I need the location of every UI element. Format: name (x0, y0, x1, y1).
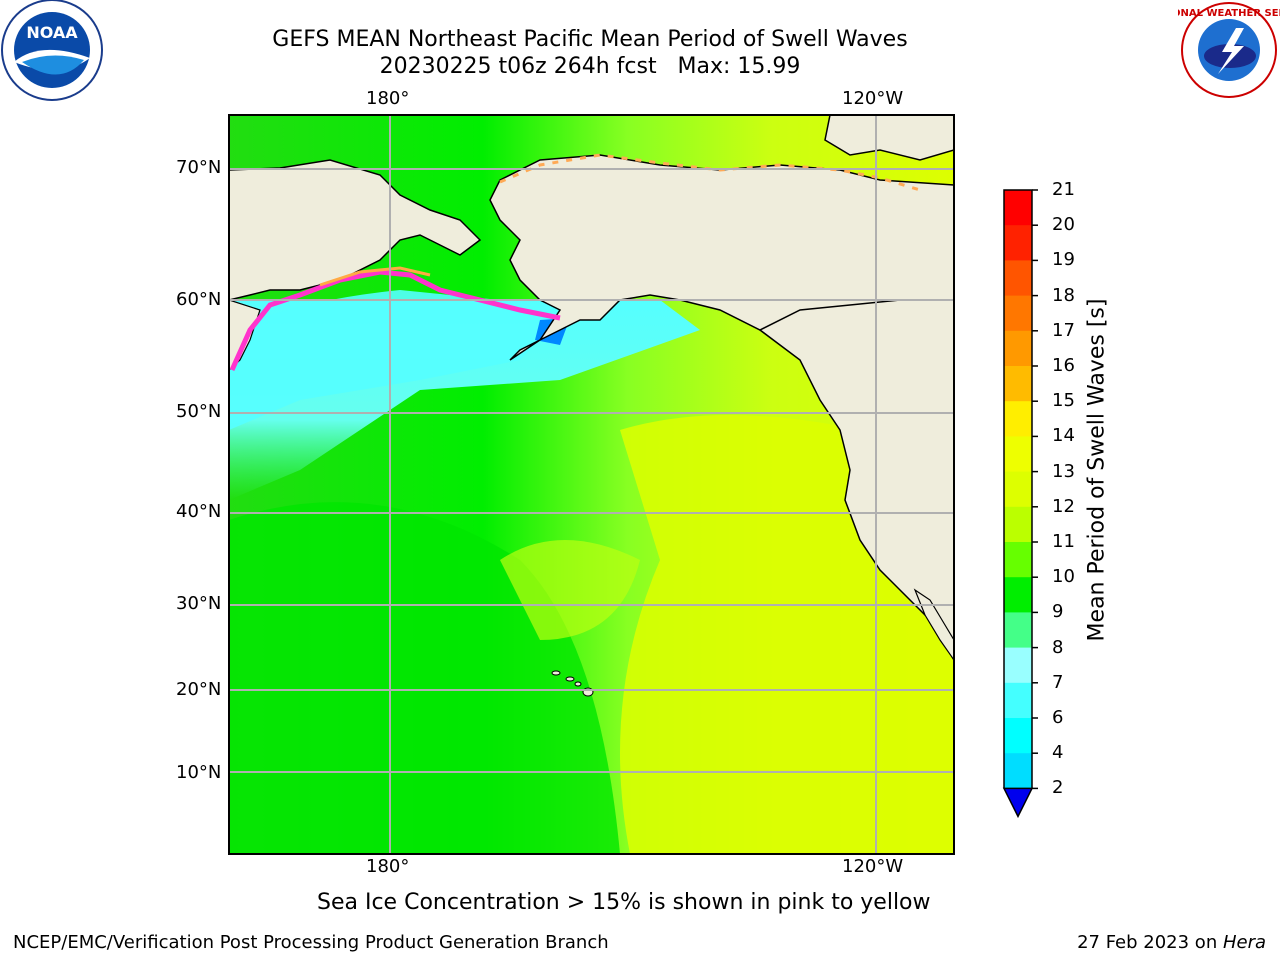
colorbar (1002, 189, 1038, 819)
colorbar-tick-label: 4 (1052, 742, 1064, 764)
lat-label-40n: 40°N (176, 501, 222, 522)
colorbar-segment (1004, 366, 1032, 402)
date-text: 27 Feb 2023 on (1077, 932, 1223, 953)
colorbar-segment (1004, 330, 1032, 367)
sea-ice-edge-outer (319, 266, 431, 287)
colorbar-segment (1004, 577, 1032, 613)
colorbar-frame (1003, 189, 1033, 789)
colorbar-tick-label: 15 (1052, 390, 1075, 412)
ocean-lime-patch (500, 540, 640, 640)
colorbar-tick-label: 11 (1052, 531, 1075, 552)
colorbar-segment (1004, 260, 1032, 297)
colorbar-segment (1004, 436, 1032, 473)
lat-label-30n: 30°N (176, 593, 222, 614)
lat-label-60n: 60°N (176, 289, 222, 310)
colorbar-tick-label: 8 (1052, 636, 1064, 658)
colorbar-tick-label: 12 (1052, 495, 1075, 517)
colorbar-tick-label: 18 (1052, 284, 1075, 306)
colorbar-tick-label: 17 (1052, 319, 1075, 341)
nws-logo: NATIONAL WEATHER SERVICE (1178, 2, 1280, 98)
colorbar-tick-label: 13 (1052, 460, 1075, 482)
machine-name: Hera (1222, 932, 1266, 953)
colorbar-segment (1004, 190, 1032, 226)
land-siberia (229, 159, 482, 301)
colorbar-tick-label: 2 (1052, 777, 1064, 799)
colorbar-segment (1004, 295, 1032, 332)
lon-label-bottom-180: 180° (366, 856, 410, 877)
sea-ice-note: Sea Ice Concentration > 15% is shown in … (317, 890, 931, 915)
colorbar-tick-label: 16 (1052, 355, 1075, 376)
colorbar-tick-label: 21 (1052, 179, 1075, 200)
land-arctic-islands (824, 115, 954, 161)
credit-line: NCEP/EMC/Verification Post Processing Pr… (13, 932, 609, 953)
graticule (229, 115, 954, 854)
colorbar-segment (1004, 612, 1032, 649)
lon-label-bottom-120w: 120°W (842, 856, 904, 877)
sea-ice-edge (229, 269, 561, 372)
colorbar-segment (1004, 718, 1032, 754)
lat-label-70n: 70°N (176, 157, 222, 178)
map-frame (228, 114, 955, 855)
lat-label-50n: 50°N (176, 401, 222, 422)
chart-subtitle: 20230225 t06z 264h fcst Max: 15.99 (379, 54, 801, 79)
date-line: 27 Feb 2023 on Hera (1077, 932, 1266, 953)
lat-label-20n: 20°N (176, 679, 222, 700)
colorbar-segment (1004, 542, 1032, 578)
chart-title: GEFS MEAN Northeast Pacific Mean Period … (272, 27, 908, 52)
colorbar-tick-label: 20 (1052, 214, 1075, 236)
colorbar-tick-label: 19 (1052, 249, 1075, 271)
colorbar-segment (1004, 225, 1032, 261)
noaa-logo-text: NOAA (26, 23, 78, 42)
map-area (229, 115, 954, 854)
lon-label-top-180: 180° (366, 88, 410, 109)
noaa-logo: NOAA (1, 0, 103, 101)
colorbar-extend-arrow (1002, 787, 1034, 819)
ocean-cyan-north (229, 290, 560, 430)
colorbar-segment (1004, 506, 1032, 543)
colorbar-segment (1004, 471, 1032, 508)
colorbar-segment (1004, 682, 1032, 719)
colorbar-segment (1004, 753, 1032, 789)
lon-label-top-120w: 120°W (842, 88, 904, 109)
lat-label-10n: 10°N (176, 762, 222, 783)
colorbar-tick-label: 14 (1052, 425, 1075, 447)
colorbar-tick-label: 7 (1052, 671, 1064, 693)
colorbar-tick-label: 10 (1052, 566, 1075, 588)
land-kamchatka (229, 299, 261, 371)
colorbar-tick-label: 9 (1052, 601, 1064, 623)
colorbar-tick-label: 6 (1052, 707, 1064, 728)
colorbar-segment (1004, 401, 1032, 437)
colorbar-segment (1004, 647, 1032, 684)
colorbar-label: Mean Period of Swell Waves [s] (1084, 298, 1110, 642)
nws-logo-text: NATIONAL WEATHER SERVICE (1178, 8, 1280, 19)
